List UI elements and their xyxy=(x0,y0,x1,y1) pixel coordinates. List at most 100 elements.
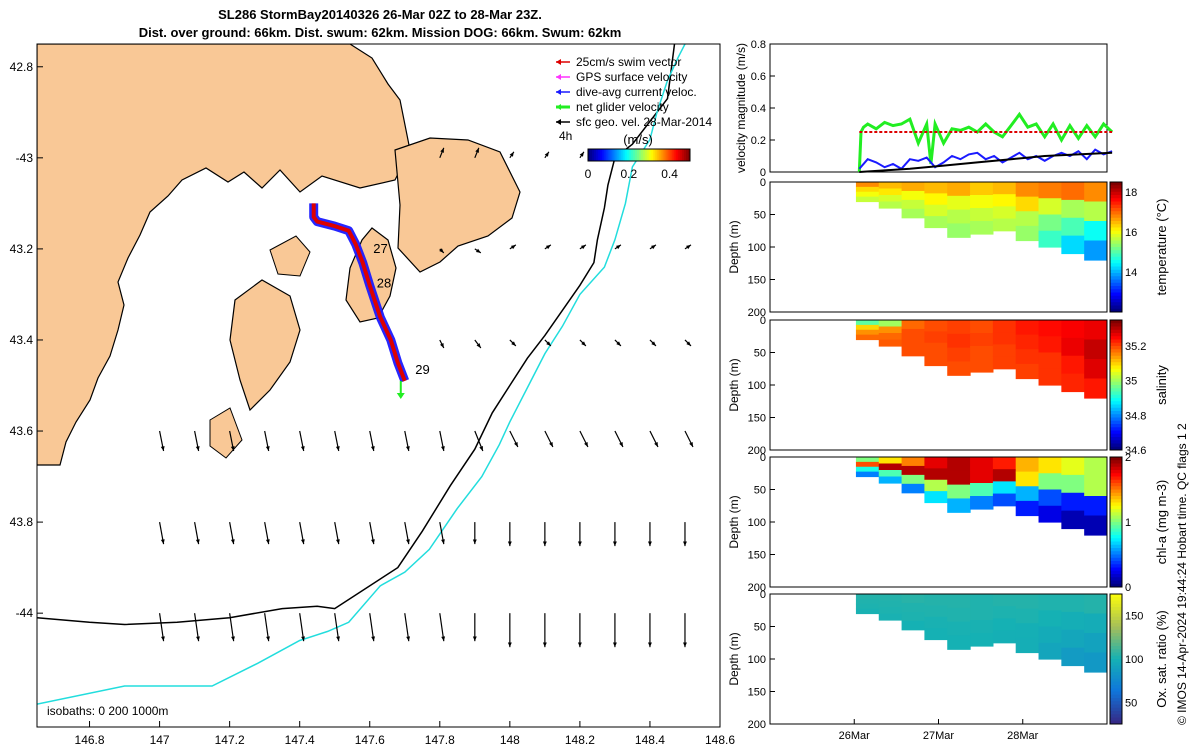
section-cell xyxy=(855,603,880,610)
section-colorbar-cell xyxy=(1110,551,1122,555)
section-colorbar-cell xyxy=(1110,479,1122,484)
section-cell xyxy=(1061,492,1085,512)
section-cell xyxy=(1015,349,1040,365)
section-colorbar-cell xyxy=(1110,561,1122,565)
section-colorbar-cell xyxy=(1110,512,1122,516)
map-xtick-label: 147.2 xyxy=(215,733,245,747)
surface-vector-head xyxy=(161,636,165,642)
section-cell xyxy=(855,186,880,193)
colorbar-cell xyxy=(675,149,679,161)
colorbar-cell xyxy=(612,149,616,161)
section-cell xyxy=(855,594,880,600)
colorbar-cell xyxy=(667,149,671,161)
section-colorbar-cell xyxy=(1110,407,1122,412)
land-mainland xyxy=(37,44,411,466)
section-cell xyxy=(924,479,948,492)
colorbar-cell xyxy=(616,149,620,161)
section-cell xyxy=(1038,214,1062,232)
section-cell xyxy=(1084,652,1107,673)
section-colorbar-cell xyxy=(1110,352,1122,357)
section-cell xyxy=(924,320,948,332)
colorbar-cell xyxy=(639,149,642,161)
section-cell xyxy=(1061,510,1085,530)
section-colorbar-cell xyxy=(1110,463,1122,468)
section-cell xyxy=(855,191,880,198)
map-xtick-label: 147.8 xyxy=(425,733,455,747)
section-colorbar-cell xyxy=(1110,711,1122,715)
section-colorbar-cell xyxy=(1110,302,1122,306)
section-cell xyxy=(1061,611,1085,631)
section-ylabel: Depth (m) xyxy=(727,495,741,548)
section-cell xyxy=(947,484,971,500)
section-cell xyxy=(970,594,994,608)
section-ytick-label: 150 xyxy=(748,413,766,425)
section-cell xyxy=(924,204,948,217)
section-colorbar-cell xyxy=(1110,430,1122,435)
surface-vector-head xyxy=(265,539,270,545)
section-colorbar-cell xyxy=(1110,323,1122,327)
surface-vector-head xyxy=(577,541,582,547)
section-colorbar-cell xyxy=(1110,574,1122,578)
section-cell xyxy=(1084,201,1107,222)
section-colorbar-cell xyxy=(1110,544,1122,549)
section-colorbar-cell xyxy=(1110,672,1122,676)
section-colorbar-tick: 0 xyxy=(1125,582,1131,594)
legend-entry: 25cm/s swim vector xyxy=(576,55,681,69)
colorbar-cell xyxy=(590,149,593,161)
section-cell xyxy=(1015,500,1040,517)
section-ytick-label: 150 xyxy=(748,550,766,562)
section-colorbar-cell xyxy=(1110,401,1122,405)
section-colorbar-tick: 150 xyxy=(1125,611,1143,623)
surface-vector-head xyxy=(440,147,444,153)
section-colorbar-cell xyxy=(1110,668,1122,673)
surface-vector-head xyxy=(405,446,410,452)
section-colorbar-cell xyxy=(1110,665,1122,670)
surface-vector-head xyxy=(612,541,617,547)
section-colorbar-cell xyxy=(1110,388,1122,392)
velocity-frame xyxy=(769,43,1108,173)
surface-vector-head xyxy=(683,642,687,648)
section-cell xyxy=(970,483,994,497)
section-colorbar-cell xyxy=(1110,662,1122,666)
surface-vector-head xyxy=(584,442,588,448)
section-colorbar-cell xyxy=(1110,557,1122,562)
section-colorbar-cell xyxy=(1110,646,1122,650)
section-cell xyxy=(992,630,1017,644)
section-cell xyxy=(992,320,1017,333)
section-colorbar-cell xyxy=(1110,381,1122,386)
map-panel: 27 28 29 146.8 147 147.2 147.4 147.6 147.8 148 148… xyxy=(10,43,735,747)
surface-vector-head xyxy=(370,446,375,452)
section-colorbar-cell xyxy=(1110,269,1122,274)
legend-swatch-head xyxy=(556,74,561,80)
colorbar-cell xyxy=(628,149,632,161)
section-cell xyxy=(878,326,903,334)
section-colorbar-cell xyxy=(1110,433,1122,438)
surface-vector-head xyxy=(511,341,516,346)
surface-vector xyxy=(439,613,445,642)
section-ytick-label: 50 xyxy=(754,485,766,497)
section-cell xyxy=(855,471,880,478)
legend-swatch-head xyxy=(556,59,561,65)
day-label: 27 xyxy=(373,241,387,256)
section-colorbar-cell xyxy=(1110,355,1122,360)
section-cell xyxy=(878,470,903,478)
map-ytick-label: 43.4 xyxy=(10,333,34,347)
section-colorbar-cell xyxy=(1110,240,1122,245)
section-cell xyxy=(924,605,948,618)
section-colorbar-cell xyxy=(1110,600,1122,605)
section-colorbar-cell xyxy=(1110,675,1122,679)
section-colorbar-cell xyxy=(1110,446,1122,451)
section-cell xyxy=(992,218,1017,232)
section-ytick-label: 200 xyxy=(748,307,766,319)
section-cell xyxy=(924,354,948,367)
section-cell xyxy=(878,339,903,347)
colorbar-cell xyxy=(681,149,685,161)
section-cell xyxy=(1084,240,1107,261)
section-cell xyxy=(947,347,971,363)
section-cell xyxy=(878,457,903,465)
section-colorbar-cell xyxy=(1110,320,1122,324)
velocity-series xyxy=(859,151,1113,173)
section-cell xyxy=(1038,594,1062,611)
section-cell xyxy=(1084,221,1107,242)
colorbar-cell xyxy=(669,149,673,161)
